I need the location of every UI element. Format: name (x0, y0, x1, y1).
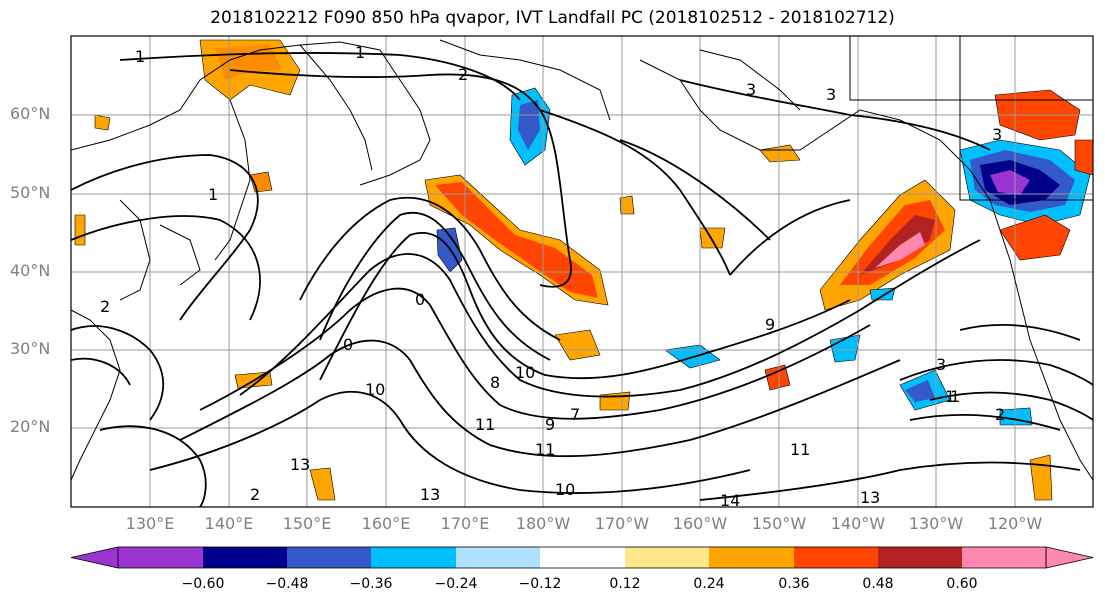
colorbar-tick-label: −0.24 (434, 576, 478, 592)
colorbar-segment (118, 547, 203, 568)
contour-label: 14 (720, 491, 740, 510)
contour-label: 1 (950, 387, 960, 406)
contour-label: 11 (475, 415, 495, 434)
colorbar-segment (456, 547, 540, 568)
contour-label: 1 (208, 185, 218, 204)
contour-label: 2 (995, 405, 1005, 424)
colorbar-segment (371, 547, 456, 568)
colorbar-tick-label: −0.12 (518, 576, 562, 592)
contour-label: 9 (545, 415, 555, 434)
lat-label: 50°N (10, 183, 51, 202)
contour-label: 10 (555, 480, 575, 499)
lat-label: 60°N (10, 104, 51, 123)
lon-label: 170°E (440, 514, 490, 533)
colorbar-tick-label: 0.12 (609, 576, 641, 592)
colorbar-segment (203, 547, 287, 568)
contour-label-group: 1 2 1 3 3 3 1 2 2 1 0 0 10 11 9 8 7 10 1… (100, 43, 1005, 510)
colorbar-tick-label: 0.60 (946, 576, 978, 592)
colorbar-segment (878, 547, 962, 568)
lat-label: 20°N (10, 417, 51, 436)
lon-label: 170°W (594, 514, 650, 533)
contour-label: 3 (936, 355, 946, 374)
contour-label: 2 (458, 65, 468, 84)
contour-label: 3 (826, 85, 836, 104)
contour-label: 8 (490, 373, 500, 392)
lon-label: 140°W (830, 514, 886, 533)
lon-label: 130°E (125, 514, 175, 533)
contour-label: 9 (765, 315, 775, 334)
map-frame (70, 35, 1094, 508)
colorbar-arrow-right (1045, 546, 1094, 569)
contour-label: 2 (250, 485, 260, 504)
colorbar-tick-label: −0.60 (181, 576, 225, 592)
contour-label: 1 (945, 387, 955, 406)
lon-label: 150°E (282, 514, 332, 533)
contour-label: 3 (992, 125, 1002, 144)
lat-label: 30°N (10, 339, 51, 358)
contour-label: 3 (746, 80, 756, 99)
colorbar-segment (540, 547, 625, 568)
lon-label: 130°W (908, 514, 964, 533)
ivt-contours (71, 52, 1093, 507)
contour-label: 10 (515, 363, 535, 382)
lon-label: 180°W (515, 514, 571, 533)
colorbar (70, 546, 1094, 569)
contour-label: 7 (570, 405, 580, 424)
contour-label: 0 (343, 335, 353, 354)
colorbar-tick-label: 0.36 (778, 576, 810, 592)
colorbar-segment (287, 547, 371, 568)
lon-label: 140°E (204, 514, 254, 533)
contour-label: 13 (860, 488, 880, 507)
lat-label: 40°N (10, 261, 51, 280)
colorbar-tick-label: 0.48 (862, 576, 894, 592)
contour-label: 13 (290, 455, 310, 474)
colorbar-tick-label: 0.24 (693, 576, 725, 592)
contour-label: 0 (415, 290, 425, 309)
colorbar-tick-label: −0.48 (265, 576, 309, 592)
contour-label: 10 (365, 380, 385, 399)
contour-label: 11 (535, 440, 555, 459)
lon-label: 120°W (987, 514, 1043, 533)
contour-label: 11 (790, 440, 810, 459)
colorbar-segment (625, 547, 709, 568)
lon-label: 160°W (672, 514, 728, 533)
chart-title: 2018102212 F090 850 hPa qvapor, IVT Land… (210, 8, 895, 28)
lon-label: 150°W (751, 514, 807, 533)
contour-label: 13 (420, 485, 440, 504)
colorbar-border (117, 546, 1047, 569)
colorbar-arrow-left (70, 546, 119, 569)
colorbar-tick-label: −0.36 (349, 576, 393, 592)
colorbar-segment (794, 547, 878, 568)
colorbar-segment (709, 547, 794, 568)
colorbar-segment (962, 547, 1046, 568)
contour-label: 1 (135, 47, 145, 66)
lon-label: 160°E (361, 514, 411, 533)
contour-label: 1 (355, 43, 365, 62)
coastlines (71, 36, 1093, 481)
contour-label: 2 (100, 297, 110, 316)
